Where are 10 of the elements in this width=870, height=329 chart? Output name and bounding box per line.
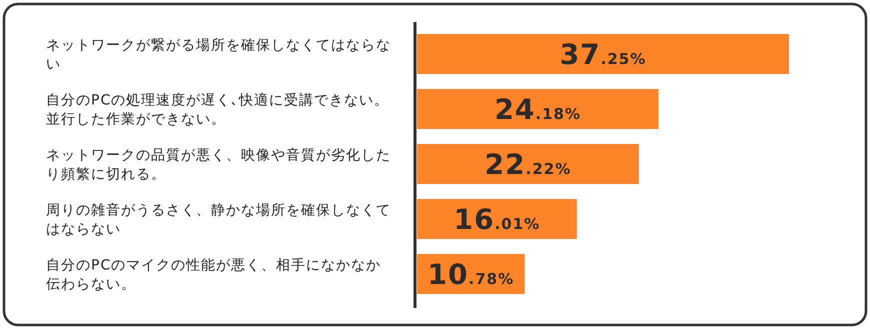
data-label: 10.78% xyxy=(428,258,514,291)
y-tick-label: 自分のPCのマイクの性能が悪く、相手になかなか伝わらない。 xyxy=(46,258,382,292)
y-tick-label: ネットワークが繋がる場所を確保しなくてはならない xyxy=(46,38,391,72)
y-tick-label: 自分のPCの処理速度が遅く､快適に受講できない。並行した作業ができない。 xyxy=(46,92,390,128)
y-tick-label: ネットワークの品質が悪く、映像や音質が劣化したり頻繁に切れる。 xyxy=(46,148,391,182)
data-label: 37.25% xyxy=(560,38,646,71)
data-label: 16.01% xyxy=(454,203,540,236)
y-tick-label: 周りの雑音がうるさく、静かな場所を確保しなくてはならない xyxy=(46,202,391,238)
data-label: 22.22% xyxy=(484,148,572,181)
data-label: 24.18% xyxy=(494,93,582,126)
